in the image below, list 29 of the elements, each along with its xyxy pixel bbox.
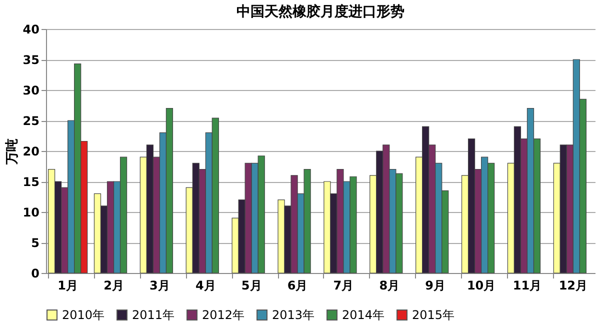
- x-tick-label: 6月: [287, 278, 308, 292]
- legend-label: 2013年: [272, 308, 315, 322]
- x-tick-label: 7月: [333, 278, 354, 292]
- x-tick-label: 11月: [512, 278, 542, 292]
- y-tick-label: 25: [22, 114, 40, 128]
- y-tick-label: 5: [31, 236, 40, 250]
- x-tick-label: 5月: [241, 278, 262, 292]
- x-tick-label: 8月: [379, 278, 400, 292]
- y-tick-label: 35: [22, 53, 40, 67]
- chart-title: 中国天然橡胶月度进口形势: [236, 3, 404, 20]
- y-tick-label: 15: [22, 175, 40, 189]
- y-axis-title: 万吨: [4, 138, 20, 166]
- legend-label: 2010年: [62, 308, 105, 322]
- y-tick-label: 40: [22, 22, 40, 36]
- x-tick-label: 3月: [150, 278, 170, 292]
- x-tick-label: 1月: [58, 278, 78, 292]
- x-tick-label: 4月: [195, 278, 216, 292]
- x-tick-label: 12月: [558, 278, 588, 292]
- x-tick-label: 10月: [466, 278, 496, 292]
- x-tick-label: 2月: [104, 278, 124, 292]
- y-tick-label: 0: [31, 266, 40, 280]
- y-tick-label: 30: [22, 84, 40, 98]
- y-tick-label: 10: [22, 206, 40, 220]
- y-tick-label: 20: [22, 144, 40, 158]
- legend-label: 2012年: [202, 308, 245, 322]
- legend-label: 2015年: [412, 308, 455, 322]
- x-tick-label: 9月: [425, 278, 446, 292]
- legend-label: 2014年: [342, 308, 385, 322]
- legend-label: 2011年: [132, 308, 175, 322]
